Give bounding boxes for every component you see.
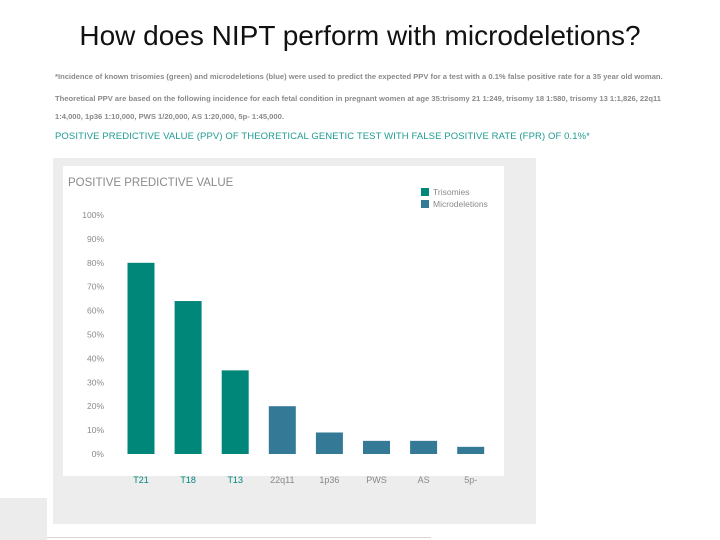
bar-1p36 [315,432,343,454]
bar-t13 [221,370,249,454]
y-tick-label: 40% [87,353,104,363]
x-tick-label: T18 [180,475,196,485]
y-tick-label: 10% [87,425,104,435]
x-tick-label: 22q11 [270,475,294,485]
ppv-bar-chart: POSITIVE PREDICTIVE VALUE Trisomies Micro… [63,166,504,485]
x-tick-label: T13 [227,475,243,485]
bar-pws [363,440,390,454]
legend-label-trisomies: Trisomies [433,187,470,197]
x-axis-ticks: T21 T18 T13 22q11 1p36 PWS AS 5p- [133,475,477,485]
y-tick-label: 80% [87,258,104,268]
chart-panel: POSITIVE PREDICTIVE VALUE Trisomies Micro… [53,158,536,524]
bar-22q11 [268,406,296,454]
y-tick-label: 50% [87,330,104,340]
bottom-divider [47,537,431,538]
bar-as [410,440,438,454]
y-tick-label: 60% [87,306,104,316]
bar-series [127,262,485,454]
bar-t18 [174,301,202,454]
x-tick-label: AS [418,475,430,485]
x-tick-label: T21 [133,475,149,485]
x-tick-label: PWS [366,475,387,485]
legend-swatch-microdeletions [421,200,429,208]
bar-5p [457,446,485,454]
x-tick-label: 5p- [464,475,477,485]
y-tick-label: 20% [87,401,104,411]
chart-heading: POSITIVE PREDICTIVE VALUE (PPV) OF THEOR… [55,131,590,142]
y-tick-label: 100% [82,210,104,220]
x-tick-label: 1p36 [319,475,339,485]
slide-title: How does NIPT perform with microdeletion… [79,20,641,51]
legend-label-microdeletions: Microdeletions [433,199,488,209]
y-tick-label: 70% [87,282,104,292]
legend-swatch-trisomies [421,188,429,196]
y-tick-label: 0% [92,449,105,459]
y-tick-label: 90% [87,234,104,244]
incidence-footnote: *Incidence of known trisomies (green) an… [55,72,663,81]
corner-placeholder [0,498,47,540]
y-axis-ticks: 0% 10% 20% 30% 40% 50% 60% 70% 80% 90% 100% [82,210,104,459]
bar-t21 [127,262,155,454]
chart-title: POSITIVE PREDICTIVE VALUE [68,177,234,189]
chart-legend: Trisomies Microdeletions [421,187,488,209]
theoretical-ppv-note-continued: 1:4,000, 1p36 1:10,000, PWS 1/20,000, AS… [55,112,284,121]
theoretical-ppv-note: Theoretical PPV are based on the followi… [55,94,662,103]
y-tick-label: 30% [87,377,104,387]
